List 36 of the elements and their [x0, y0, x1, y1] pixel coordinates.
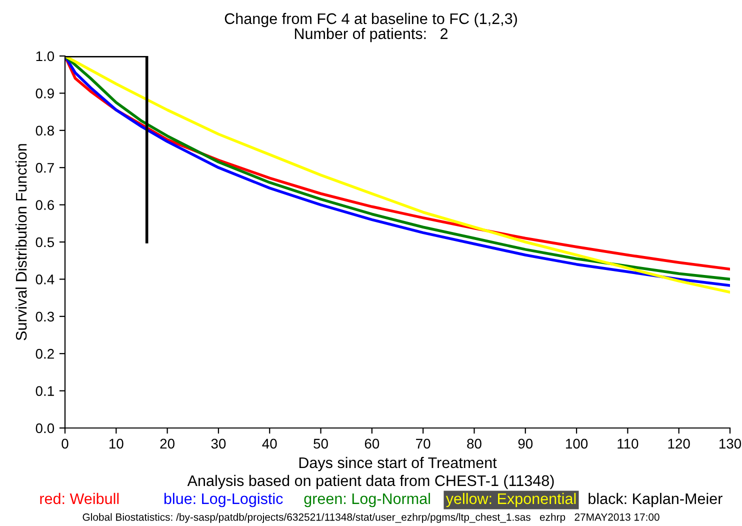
text: Global Biostatistics: /by-sasp/patdb/projects/632521/11348/stat/user_ezhrp/pgms/ltp_chest_1.sas ezhrp 27MAY2013 17:00	[82, 513, 660, 523]
x-tick-label: 90	[518, 438, 533, 449]
y-tick-label: 0.7	[36, 162, 54, 173]
x-tick-label: 10	[109, 438, 124, 449]
text: blue: Log-Logistic	[164, 492, 283, 508]
y-tick-label: 0.5	[36, 237, 54, 248]
y-axis-title: Survival Distribution Function	[15, 144, 27, 340]
x-tick-label: 130	[719, 438, 742, 449]
y-tick-label: 0.9	[36, 88, 54, 98]
y-tick-label: 0.4	[36, 274, 54, 284]
x-tick-label: 50	[314, 438, 328, 449]
y-tick-label: 0.1	[36, 386, 54, 396]
x-axis-title: Days since start of Treatment	[299, 456, 497, 472]
text: Analysis based on patient data from CHEST-1 (11348)	[187, 474, 554, 490]
x-tick-label: 0	[62, 438, 68, 449]
x-tick-label: 20	[160, 438, 174, 449]
x-tick-label: 80	[467, 438, 482, 449]
x-tick-label: 60	[364, 438, 380, 449]
x-tick-label: 30	[211, 438, 226, 449]
y-tick-label: 0.2	[36, 348, 54, 359]
x-tick-label: 100	[566, 438, 588, 449]
text: yellow: Exponential	[446, 492, 576, 508]
text: green: Log-Normal	[304, 492, 430, 508]
y-tick-label: 0.0	[36, 423, 54, 434]
chart-title: Change from FC 4 at baseline to FC (1,2,3)	[224, 12, 517, 28]
text: black: Kaplan-Meier	[588, 492, 722, 508]
x-tick-label: 70	[416, 438, 430, 449]
x-tick-label: 110	[618, 438, 638, 449]
x-tick-label: 40	[262, 438, 277, 449]
text: red: Weibull	[40, 492, 119, 504]
y-tick-label: 0.6	[36, 200, 54, 210]
y-tick-label: 0.8	[36, 126, 54, 136]
y-tick-label: 0.3	[36, 312, 54, 322]
chart-subtitle: Number of patients: 2	[294, 28, 448, 42]
x-tick-label: 120	[668, 438, 690, 449]
y-tick-label: 1.0	[36, 51, 54, 62]
